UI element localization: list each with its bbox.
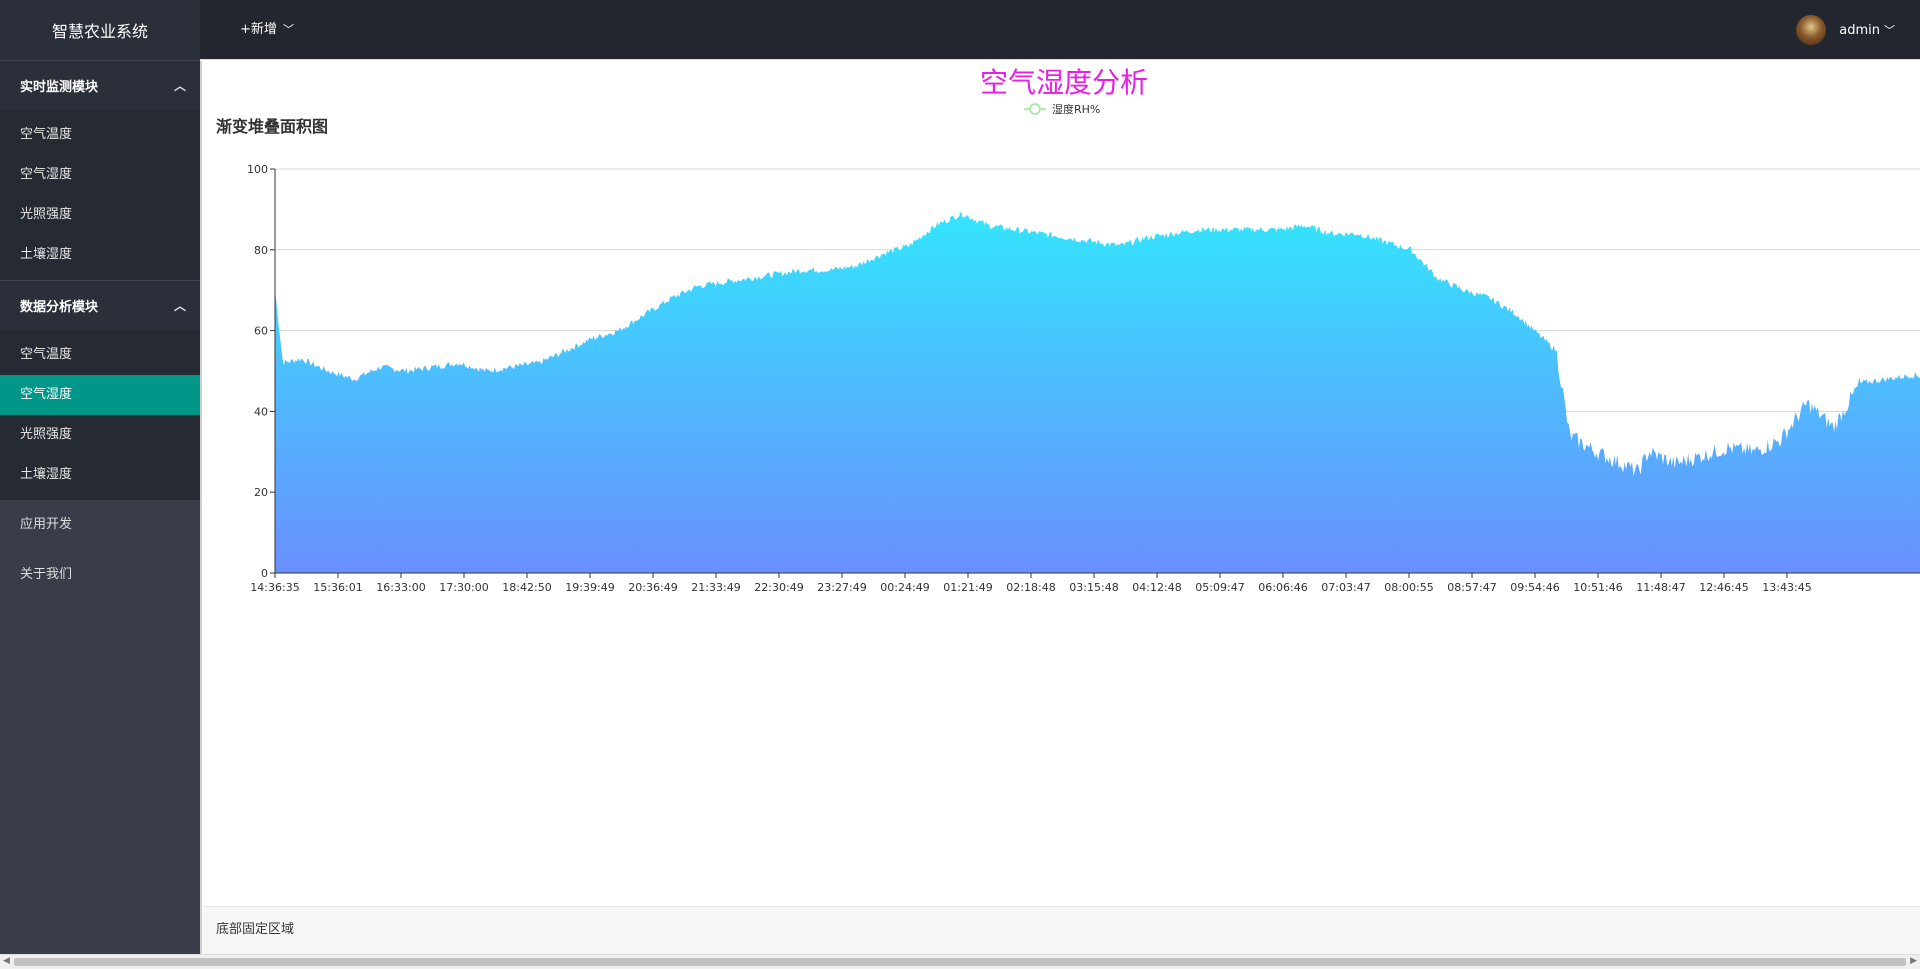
sidebar-item-app-dev[interactable]: 应用开发 <box>0 500 200 550</box>
add-new-label: +新增 <box>240 22 277 37</box>
sidebar-item-realtime-light[interactable]: 光照强度 <box>20 207 73 222</box>
y-tick-label: 80 <box>254 244 268 257</box>
y-tick-label: 20 <box>254 486 268 499</box>
chart-title: 空气湿度分析 <box>980 66 1148 99</box>
chevron-up-icon: ︿ <box>173 79 186 93</box>
sidebar-item-analysis-air-temp[interactable]: 空气温度 <box>20 347 73 362</box>
x-tick-label: 18:42:50 <box>502 581 551 594</box>
x-tick-label: 20:36:49 <box>628 581 677 594</box>
x-tick-label: 13:43:45 <box>1762 581 1811 594</box>
x-tick-label: 19:39:49 <box>565 581 614 594</box>
sidebar: 智慧农业系统 实时监测模块 ︿ 空气温度 空气湿度 光照强度 土壤湿度 数据分析… <box>0 0 200 954</box>
scroll-right-icon[interactable]: ▶ <box>1910 956 1917 966</box>
x-tick-label: 14:36:35 <box>250 581 299 594</box>
sidebar-item-realtime-soil[interactable]: 土壤湿度 <box>20 247 73 262</box>
legend-label: 湿度RH% <box>1052 102 1100 116</box>
x-tick-label: 21:33:49 <box>691 581 740 594</box>
chevron-down-icon: ﹀ <box>283 23 295 36</box>
sidebar-item-analysis-light[interactable]: 光照强度 <box>20 427 73 442</box>
x-tick-label: 10:51:46 <box>1573 581 1622 594</box>
x-tick-label: 16:33:00 <box>376 581 425 594</box>
user-menu[interactable]: admin ﹀ <box>1796 0 1895 60</box>
x-tick-label: 04:12:48 <box>1132 581 1181 594</box>
humidity-area-chart: 空气湿度分析 湿度RH% 0 20 40 60 80 100 14:36:35 15:36:0… <box>247 66 1920 594</box>
top-header: +新增 ﹀ admin ﹀ <box>200 0 1920 60</box>
x-tick-label: 11:48:47 <box>1636 581 1685 594</box>
x-tick-label: 22:30:49 <box>754 581 803 594</box>
x-tick-label: 01:21:49 <box>943 581 992 594</box>
main-content: 渐变堆叠面积图 空气湿度分析 湿度RH% 0 20 40 60 80 100 14:36:3… <box>200 61 1920 906</box>
footer-text: 底部固定区域 <box>216 922 295 937</box>
avatar[interactable] <box>1796 15 1827 45</box>
x-tick-label: 08:57:47 <box>1447 581 1496 594</box>
app-title: 智慧农业系统 <box>51 22 148 41</box>
app-logo[interactable]: 智慧农业系统 <box>0 0 200 60</box>
x-tick-label: 09:54:46 <box>1510 581 1559 594</box>
username: admin <box>1839 22 1880 38</box>
sidebar-module-analysis-items: 空气温度 空气湿度 光照强度 土壤湿度 <box>0 330 200 500</box>
chart-legend[interactable]: 湿度RH% <box>1024 102 1100 116</box>
add-new-menu[interactable]: +新增 ﹀ <box>240 0 294 60</box>
sidebar-item-realtime-air-temp[interactable]: 空气温度 <box>20 127 73 142</box>
x-tick-label: 05:09:47 <box>1195 581 1244 594</box>
y-tick-label: 60 <box>254 325 268 338</box>
x-tick-label: 12:46:45 <box>1699 581 1748 594</box>
sidebar-item-analysis-soil[interactable]: 土壤湿度 <box>20 467 73 482</box>
chevron-up-icon: ︿ <box>173 299 186 313</box>
y-tick-label: 100 <box>247 163 268 176</box>
horizontal-scrollbar[interactable]: ◀ ▶ <box>0 954 1920 969</box>
y-tick-label: 0 <box>261 567 268 580</box>
sidebar-module-realtime-items: 空气温度 空气湿度 光照强度 土壤湿度 <box>0 110 200 280</box>
x-tick-label: 07:03:47 <box>1321 581 1370 594</box>
sidebar-item-analysis-air-humidity[interactable]: 空气湿度 <box>0 375 200 415</box>
module-title: 实时监测模块 <box>20 80 99 95</box>
footer: 底部固定区域 <box>200 906 1920 954</box>
x-tick-label: 00:24:49 <box>880 581 929 594</box>
y-tick-label: 40 <box>254 405 268 418</box>
x-tick-label: 03:15:48 <box>1069 581 1118 594</box>
scrollbar-thumb[interactable] <box>14 958 1906 966</box>
section-title: 渐变堆叠面积图 <box>216 117 329 136</box>
sidebar-item-about[interactable]: 关于我们 <box>0 550 200 600</box>
x-tick-label: 06:06:46 <box>1258 581 1307 594</box>
x-tick-label: 23:27:49 <box>817 581 866 594</box>
humidity-area <box>275 210 1920 573</box>
sidebar-module-analysis[interactable]: 数据分析模块 ︿ <box>0 280 200 330</box>
x-tick-label: 08:00:55 <box>1384 581 1433 594</box>
sidebar-module-realtime[interactable]: 实时监测模块 ︿ <box>0 60 200 110</box>
x-tick-label: 15:36:01 <box>313 581 362 594</box>
x-tick-label: 02:18:48 <box>1006 581 1055 594</box>
chevron-down-icon: ﹀ <box>1884 24 1895 37</box>
module-title: 数据分析模块 <box>20 300 99 315</box>
sidebar-item-realtime-air-humidity[interactable]: 空气湿度 <box>20 167 73 182</box>
scroll-left-icon[interactable]: ◀ <box>3 956 10 966</box>
x-tick-label: 17:30:00 <box>439 581 488 594</box>
